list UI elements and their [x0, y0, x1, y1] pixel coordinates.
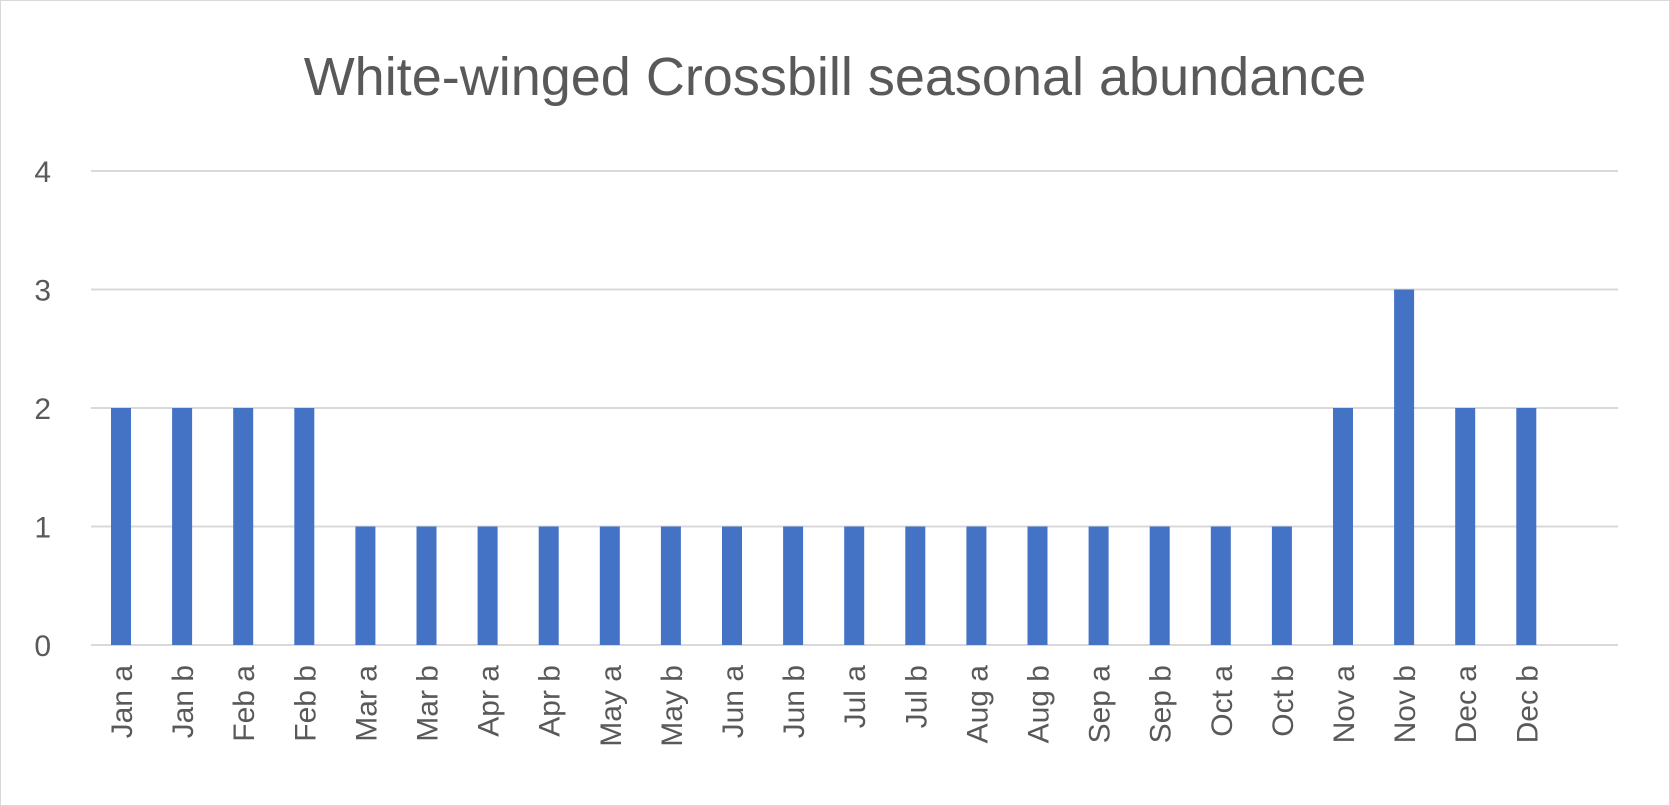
bar-nov-a — [1333, 408, 1353, 645]
x-category-label: Jul a — [839, 665, 872, 729]
bar-jul-b — [905, 526, 926, 645]
y-tick-label: 4 — [34, 156, 51, 189]
x-category-label: Oct a — [1206, 665, 1239, 737]
x-category-label: Nov a — [1328, 665, 1361, 744]
bar-oct-b — [1271, 526, 1292, 645]
x-category-label: Sep a — [1084, 665, 1117, 744]
x-category-label: Sep b — [1145, 665, 1178, 743]
x-category-label: Mar b — [412, 665, 445, 742]
y-axis-tick-labels: 0 1 2 3 4 — [34, 156, 51, 663]
bar-dec-b — [1516, 408, 1537, 645]
bar-jun-a — [722, 526, 742, 645]
chart-title: White-winged Crossbill seasonal abundanc… — [304, 47, 1367, 107]
x-category-label: Jan a — [106, 665, 139, 739]
y-tick-label: 2 — [34, 393, 51, 426]
bar-jan-b — [172, 408, 193, 645]
x-category-label: Nov b — [1389, 665, 1422, 743]
bar-feb-a — [233, 408, 254, 645]
bar-mar-a — [355, 526, 376, 645]
bar-aug-a — [966, 526, 987, 645]
bar-jul-a — [844, 526, 865, 645]
bar-apr-a — [477, 526, 498, 645]
bar-dec-a — [1455, 408, 1476, 645]
bar-jun-b — [783, 526, 804, 645]
bar-may-a — [599, 526, 620, 645]
x-category-label: Aug a — [961, 665, 994, 744]
bar-oct-a — [1210, 526, 1231, 645]
bar-sep-b — [1149, 526, 1170, 645]
y-tick-label: 0 — [34, 630, 51, 663]
bar-sep-a — [1088, 526, 1109, 645]
x-category-label: Jan b — [167, 665, 200, 738]
bar-may-b — [660, 526, 681, 645]
x-category-label: Jun b — [778, 665, 811, 738]
x-category-label: Feb b — [289, 665, 322, 742]
bar-feb-b — [294, 408, 315, 645]
bars — [111, 289, 1537, 645]
x-category-label: Feb a — [228, 665, 261, 742]
y-tick-label: 1 — [34, 512, 51, 545]
bar-nov-b — [1394, 289, 1415, 645]
x-category-label: Oct b — [1267, 665, 1300, 737]
x-category-label: Jun a — [717, 665, 750, 739]
x-category-label: Dec b — [1511, 665, 1544, 743]
x-category-label: May a — [595, 665, 628, 747]
x-category-label: Aug b — [1023, 665, 1056, 743]
x-category-label: Jul b — [900, 665, 933, 728]
gridlines — [91, 170, 1618, 646]
bar-mar-b — [416, 526, 437, 645]
bar-apr-b — [538, 526, 559, 645]
y-tick-label: 3 — [34, 275, 51, 308]
x-category-label: Apr a — [473, 665, 506, 737]
bar-aug-b — [1027, 526, 1048, 645]
x-category-label: May b — [656, 665, 689, 747]
x-axis-category-labels: Jan a Jan b Feb a Feb b Mar a Mar b Apr a Apr b… — [106, 665, 1544, 747]
x-category-label: Mar a — [350, 665, 383, 742]
bar-jan-a — [111, 408, 131, 645]
x-category-label: Apr b — [534, 665, 567, 737]
x-category-label: Dec a — [1450, 665, 1483, 744]
